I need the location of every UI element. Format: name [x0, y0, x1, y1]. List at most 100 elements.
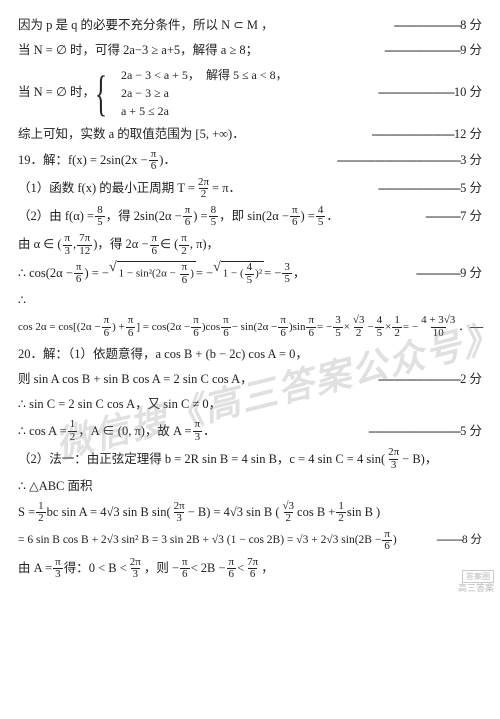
line-8: 由 α ∈ ( π3 , 7π12 )，得 2α − π6 ∈ ( π2 , π…	[18, 233, 482, 257]
line-2: 当 N = ∅ 时，可得 2a−3 ≥ a+5，解得 a ≥ 8； ------…	[18, 40, 482, 61]
dashes: -----------------------------	[368, 421, 460, 442]
text: )	[393, 531, 397, 551]
corner-box: 答案圈	[462, 570, 494, 584]
text: （1）函数 f(x) 的最小正周期 T =	[18, 178, 195, 199]
text: ，A ∈ (0, π)，故 A =	[78, 421, 191, 442]
fraction: π3	[62, 233, 72, 257]
line-12: 20．解：（1）依题意得，a cos B + (b − 2c) cos A = …	[18, 344, 482, 365]
points: 10 分	[454, 82, 482, 103]
line-20: 由 A = π3 得：0 < B < 2π3 ，则 − π6 < 2B − π6…	[18, 557, 482, 581]
points: 7 分	[460, 206, 482, 227]
text: ) =	[193, 206, 207, 227]
fraction: 4 + 3√310	[419, 315, 457, 339]
dashes: ------------------------	[378, 82, 454, 103]
text: 由 A =	[18, 558, 52, 579]
case-1: 2a − 3 < a + 5，	[121, 68, 200, 82]
text: <	[237, 558, 244, 579]
text: − sin(2α −	[232, 318, 278, 337]
fraction: π6	[126, 315, 136, 339]
text: ∴ cos(2α −	[18, 263, 73, 284]
fraction: 85	[95, 205, 105, 229]
line-3: 当 N = ∅ 时， { 2a − 3 < a + 5， 解得 5 ≤ a < …	[18, 66, 482, 120]
text: ∴ cos A =	[18, 421, 67, 442]
fraction: π6	[227, 557, 237, 581]
fraction: 7π12	[77, 233, 92, 257]
text: = π．	[212, 178, 241, 199]
line-9: ∴ cos(2α − π6 ) = − √1 − sin²(2α − π6) =…	[18, 261, 482, 286]
dashes: ---------------------------------------	[337, 150, 460, 171]
text: 得：0 < B <	[64, 558, 127, 579]
text: ．	[326, 206, 339, 227]
fraction: 2π3	[128, 557, 143, 581]
text: )．	[159, 150, 176, 171]
dashes: ------------------------	[384, 40, 460, 61]
dashes: -----------	[425, 206, 460, 227]
text: ．	[458, 318, 469, 337]
text: ，即 sin(2α −	[219, 206, 289, 227]
points: 3 分	[460, 150, 482, 171]
text: （2）法一：由正弦定理得 b = 2R sin B = 4 sin B，c = …	[18, 449, 385, 470]
text: = −	[264, 263, 281, 284]
line-7: （2）由 f(α) = 85 ，得 2sin(2α − π6 ) = 85 ，即…	[18, 205, 482, 229]
text: ，得 2sin(2α −	[106, 206, 182, 227]
text: 20．解：（1）依题意得，a cos B + (b − 2c) cos A = …	[18, 344, 308, 365]
line-16: （2）法一：由正弦定理得 b = 2R sin B = 4 sin B，c = …	[18, 447, 482, 471]
text: 当 N = ∅ 时，可得 2a−3 ≥ a+5，解得 a ≥ 8；	[18, 40, 258, 61]
fraction: π2	[179, 233, 189, 257]
points: 8 分	[462, 531, 482, 551]
corner-text: 高三答案	[458, 583, 494, 594]
fraction: π3	[193, 419, 203, 443]
text: ×	[385, 318, 391, 337]
fraction: 85	[209, 205, 219, 229]
text: 当 N = ∅ 时，	[18, 82, 95, 103]
text: 则 sin A cos B + sin B cos A = 2 sin C co…	[18, 369, 253, 390]
case-1-result: 解得 5 ≤ a < 8，	[206, 68, 288, 82]
fraction: 2π3	[386, 447, 401, 471]
text: 因为 p 是 q 的必要不充分条件，所以 N ⊂ M ，	[18, 15, 274, 36]
line-13: 则 sin A cos B + sin B cos A = 2 sin C co…	[18, 369, 482, 390]
points: 5 分	[460, 178, 482, 199]
line-11: cos 2α = cos[(2α − π6 ) + π6 ] = cos(2α …	[18, 315, 482, 339]
text: sin B )	[347, 502, 380, 523]
text: ，	[261, 558, 274, 579]
fraction: π6	[191, 315, 201, 339]
fraction: π6	[306, 315, 316, 339]
fraction: 45	[316, 205, 326, 229]
line-1: 因为 p 是 q 的必要不充分条件，所以 N ⊂ M ， -----------…	[18, 15, 482, 36]
text: ,	[73, 234, 76, 255]
points: 12 分	[454, 124, 482, 145]
text: )cos	[202, 318, 220, 337]
line-4: 综上可知，实数 a 的取值范围为 [5, +∞)． --------------…	[18, 124, 482, 145]
fraction: π6	[149, 149, 159, 173]
fraction: π6	[278, 315, 288, 339]
line-15: ∴ cos A = 12 ，A ∈ (0, π)，故 A = π3 ． ----…	[18, 419, 482, 443]
text: ] = cos(2α −	[136, 318, 190, 337]
sqrt: √1 − (45)²	[213, 261, 264, 286]
text: ∈ (	[160, 234, 178, 255]
fraction: π6	[102, 315, 112, 339]
dashes: ---------	[436, 531, 461, 551]
text: , π)，	[190, 234, 219, 255]
text: = −	[317, 318, 332, 337]
case-3: a + 5 ≤ 2a	[121, 102, 169, 120]
text: = −	[196, 263, 213, 284]
fraction: √32	[281, 501, 297, 525]
fraction: 7π6	[245, 557, 260, 581]
line-18: S = 12 bc sin A = 4√3 sin B sin( 2π3 − B…	[18, 501, 482, 525]
fraction: √32	[351, 315, 367, 339]
line-19: = 6 sin B cos B + 2√3 sin² B = 3 sin 2B …	[18, 529, 482, 553]
text: < 2B −	[191, 558, 226, 579]
line-6: （1）函数 f(x) 的最小正周期 T = 2π2 = π． ---------…	[18, 177, 482, 201]
text: 19．解：f(x) = 2sin(2x −	[18, 150, 148, 171]
line-10: ∴	[18, 290, 482, 311]
points: 8 分	[460, 15, 482, 36]
text: ) =	[301, 206, 315, 227]
text: )，得 2α −	[93, 234, 148, 255]
fraction: π3	[53, 557, 63, 581]
text: S =	[18, 502, 35, 523]
text: ∴	[18, 290, 26, 311]
case-2: 2a − 3 ≥ a	[121, 84, 169, 102]
cases-brace: { 2a − 3 < a + 5， 解得 5 ≤ a < 8， 2a − 3 ≥…	[95, 66, 288, 120]
fraction: π6	[183, 205, 193, 229]
sqrt: √1 − sin²(2α − π6)	[109, 261, 196, 286]
